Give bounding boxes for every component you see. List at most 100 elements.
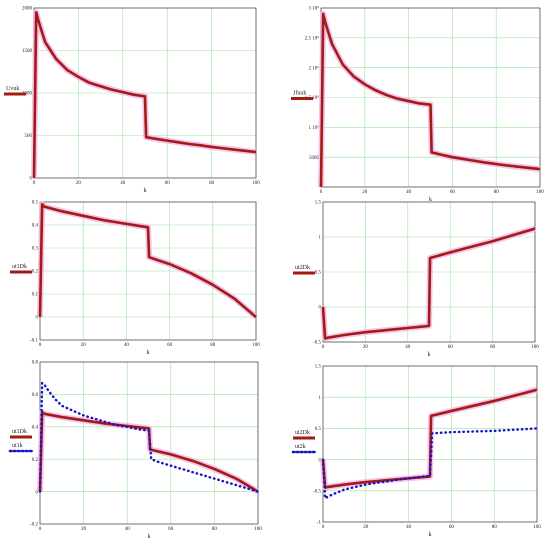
x-tick-label: 0 (322, 345, 325, 350)
plot-frame (322, 365, 538, 523)
x-tick-label: 0 (320, 190, 323, 195)
x-axis-label: k (428, 352, 431, 358)
series-glow (37, 409, 260, 495)
y-tick-label: 1 (319, 396, 322, 401)
y-axis-label: Uvuk (6, 86, 19, 92)
x-tick-label: 0 (39, 343, 42, 348)
y-axis-label: ut2Dk (295, 265, 310, 271)
x-tick-label: 0 (39, 527, 42, 532)
y-tick-label: 1500 (22, 49, 33, 54)
y-tick-label: 0.6 (32, 393, 39, 398)
x-tick-label: 40 (406, 525, 412, 530)
x-tick-label: 60 (450, 190, 456, 195)
x-tick-label: 40 (124, 343, 130, 348)
x-tick-label: 100 (252, 181, 260, 186)
x-tick-label: 0 (33, 181, 36, 186)
y-axis-label: ut1Dk (12, 429, 27, 435)
x-tick-label: 60 (168, 527, 174, 532)
x-axis-label: k (148, 534, 151, 540)
y-tick-label: 0.3 (32, 247, 39, 252)
y-tick-label: -0.2 (30, 523, 38, 528)
y-tick-label: 2.5 10⁶ (305, 36, 320, 42)
y-tick-label: 2000 (22, 7, 33, 12)
x-tick-label: 40 (405, 345, 411, 350)
y-axis-label: ut2k (295, 444, 306, 450)
x-tick-label: 20 (362, 190, 368, 195)
y-tick-label: -0.1 (30, 339, 38, 344)
x-tick-label: 0 (322, 525, 325, 530)
y-tick-label: 3 10⁶ (309, 6, 320, 12)
series-line-1 (38, 203, 257, 318)
x-axis-label: k (429, 532, 432, 538)
y-tick-label: 0 (319, 458, 322, 463)
y-tick-label: 1.5 (315, 201, 322, 206)
y-tick-label: 0 (36, 490, 39, 495)
y-tick-label: 1000 (22, 92, 33, 97)
y-tick-label: 0.2 (32, 270, 39, 275)
x-tick-label: 100 (531, 345, 539, 350)
series-line-2 (38, 381, 260, 493)
x-tick-label: 40 (120, 181, 126, 186)
x-tick-label: 100 (536, 190, 544, 195)
x-tick-label: 80 (492, 525, 498, 530)
y-tick-label: 1 10⁶ (309, 125, 320, 131)
series-line-2 (321, 427, 539, 500)
x-tick-label: 40 (125, 527, 131, 532)
x-tick-label: 80 (490, 345, 496, 350)
x-tick-label: 60 (165, 181, 171, 186)
series-glow (318, 10, 541, 188)
y-tick-label: 0.4 (32, 426, 39, 431)
series-glow (37, 201, 258, 320)
y-tick-label: 2 10⁶ (309, 65, 320, 71)
x-axis-label: k (147, 350, 150, 356)
y-tick-label: 0.4 (32, 224, 39, 229)
x-tick-label: 40 (406, 190, 412, 195)
x-tick-label: 60 (449, 525, 455, 530)
y-tick-label: -0.5 (313, 341, 321, 346)
x-tick-label: 100 (252, 343, 260, 348)
y-axis-label: ut1Dk (12, 264, 27, 270)
chart-panel-6: 0 20 40 60 80 100 -1 -0.5 0 0.5 1 1.5 k ut2Dk ut2k (291, 365, 541, 538)
y-tick-label: 1.5 (315, 365, 322, 370)
y-tick-label: 0 (30, 177, 33, 182)
x-tick-label: 80 (212, 527, 218, 532)
y-tick-label: 0.1 (32, 293, 39, 298)
y-tick-label: 0.5 (315, 271, 322, 276)
x-tick-label: 60 (167, 343, 173, 348)
series-line-1 (38, 410, 259, 493)
y-tick-label: 0 (36, 316, 39, 321)
x-tick-label: 60 (448, 345, 454, 350)
x-tick-label: 100 (533, 525, 541, 530)
series-line-1 (319, 12, 541, 188)
y-tick-label: 1 (319, 236, 322, 241)
y-tick-label: 0.2 (32, 458, 39, 463)
x-tick-label: 20 (363, 525, 369, 530)
y-tick-label: 0.8 (32, 361, 39, 366)
series-line-1 (321, 227, 536, 340)
x-tick-label: 80 (494, 190, 500, 195)
x-axis-label: k (429, 197, 432, 203)
y-axis-label: ut1k (12, 443, 23, 449)
x-axis-label: k (144, 188, 147, 194)
y-tick-label: -1 (317, 521, 322, 526)
y-tick-label: 0.5 (32, 201, 39, 206)
y-tick-label: 0 (319, 306, 322, 311)
x-tick-label: 20 (363, 345, 369, 350)
x-tick-label: 80 (210, 343, 216, 348)
x-tick-label: 20 (81, 343, 87, 348)
x-tick-label: 20 (76, 181, 82, 186)
series-line-1 (32, 10, 257, 179)
x-tick-label: 80 (209, 181, 215, 186)
y-tick-label: -0.5 (313, 490, 321, 495)
y-tick-label: 0.5 (315, 427, 322, 432)
y-axis-label: ut2Dk (295, 430, 310, 436)
x-tick-label: 100 (254, 527, 262, 532)
y-axis-label: Jfuuk (293, 90, 306, 97)
plot-frame (322, 201, 536, 343)
